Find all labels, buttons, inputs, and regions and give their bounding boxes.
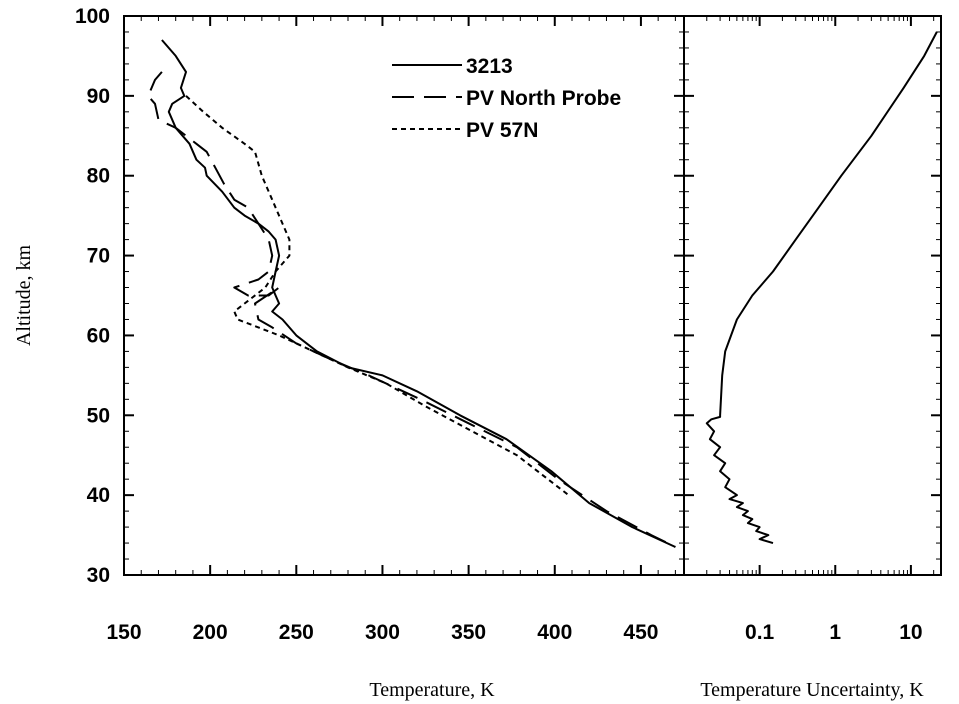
y-tick-label: 60	[87, 324, 110, 347]
series-line-3213	[161, 39, 676, 548]
x-axis-label-uncertainty: Temperature Uncertainty, K	[700, 679, 924, 701]
y-tick-label: 40	[87, 484, 110, 507]
log-x-tick-label: 10	[899, 621, 922, 644]
right-plot-frame	[683, 15, 942, 576]
y-tick-label: 70	[87, 245, 110, 268]
legend-label: PV North Probe	[466, 87, 621, 110]
log-x-tick-label: 0.1	[745, 621, 775, 644]
legend-label: 3213	[466, 55, 513, 78]
x-tick-label: 150	[106, 621, 141, 644]
uncertainty-line	[705, 31, 938, 545]
x-tick-label: 350	[451, 621, 486, 644]
y-tick-label: 100	[75, 5, 110, 28]
y-tick-label: 90	[87, 85, 110, 108]
log-x-tick-label: 1	[829, 621, 841, 644]
series-line-pv-57n	[185, 95, 570, 496]
legend-label: PV 57N	[466, 119, 538, 142]
x-tick-label: 200	[193, 621, 228, 644]
uncertainty-panel: 0.1 1 10	[683, 15, 942, 644]
x-tick-label: 400	[537, 621, 572, 644]
series-line-pv-north-probe	[147, 71, 676, 548]
legend: 3213 PV North Probe PV 57N	[392, 55, 621, 142]
y-tick-label: 30	[87, 564, 110, 587]
y-axis-label: Altitude, km	[13, 245, 35, 347]
x-tick-label: 250	[279, 621, 314, 644]
y-tick-label: 50	[87, 404, 110, 427]
y-tick-label: 80	[87, 165, 110, 188]
x-axis-label-temperature: Temperature, K	[369, 679, 495, 701]
temperature-profile-panel: 30 40 50 60 70 80 90 100 150 200 250 300 350 400 450	[75, 5, 694, 644]
x-tick-label: 450	[623, 621, 658, 644]
x-tick-label: 300	[365, 621, 400, 644]
